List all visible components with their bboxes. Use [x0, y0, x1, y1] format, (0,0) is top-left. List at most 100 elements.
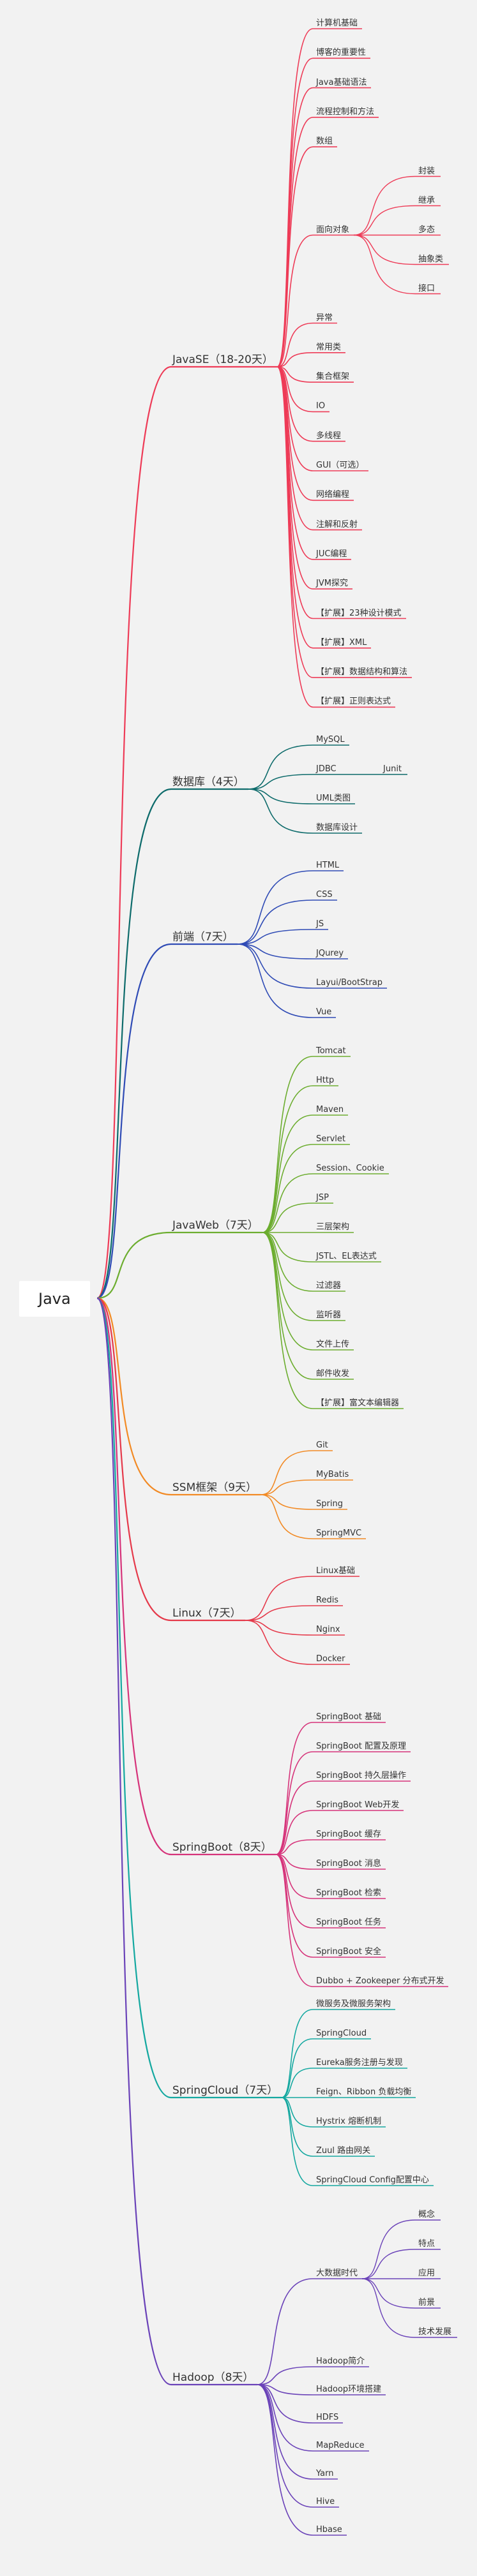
leaf-javaweb-7[interactable]: JSTL、EL表达式 [316, 1252, 377, 1261]
leaf-springboot-6[interactable]: SpringBoot 检索 [316, 1888, 382, 1898]
leaf-javase-9[interactable]: IO [316, 401, 326, 411]
branch-javase[interactable]: JavaSE（18-20天） [172, 353, 273, 366]
leaf-frontend-4[interactable]: Layui/BootStrap [316, 978, 382, 988]
leaf-ssm-0[interactable]: Git [316, 1440, 328, 1450]
leaf-springboot-5[interactable]: SpringBoot 消息 [316, 1859, 382, 1869]
leaf-javaweb-4[interactable]: Session、Cookie [316, 1164, 384, 1173]
leaf-springboot-3[interactable]: SpringBoot Web开发 [316, 1800, 400, 1810]
branch-linux[interactable]: Linux（7天） [172, 1607, 241, 1620]
branch-hadoop[interactable]: Hadoop（8天） [172, 2371, 254, 2384]
leaf-javaweb-1[interactable]: Http [316, 1076, 335, 1085]
leaf-javase-18[interactable]: 【扩展】数据结构和算法 [316, 667, 408, 677]
subleaf-hadoop-0-4[interactable]: 技术发展 [418, 2327, 452, 2337]
leaf-database-3[interactable]: 数据库设计 [316, 823, 358, 833]
leaf-javase-17[interactable]: 【扩展】XML [316, 637, 367, 648]
leaf-javaweb-8[interactable]: 过滤器 [316, 1281, 342, 1291]
leaf-javase-4[interactable]: 数组 [316, 137, 333, 147]
branch-frontend[interactable]: 前端（7天） [172, 931, 234, 944]
subleaf-javase-5-3[interactable]: 抽象类 [418, 254, 444, 264]
leaf-linux-3[interactable]: Docker [316, 1654, 345, 1664]
subleaf-javase-5-4[interactable]: 接口 [418, 283, 435, 293]
leaf-springcloud-6[interactable]: SpringCloud Config配置中心 [316, 2175, 429, 2185]
leaf-ssm-2[interactable]: Spring [316, 1499, 343, 1509]
leaf-javase-3[interactable]: 流程控制和方法 [316, 107, 375, 117]
leaf-frontend-1[interactable]: CSS [316, 890, 333, 899]
leaf-javase-7[interactable]: 常用类 [316, 342, 342, 352]
leaf-linux-0[interactable]: Linux基础 [316, 1566, 356, 1576]
subleaf-hadoop-0-0[interactable]: 概念 [418, 2210, 435, 2219]
subleaf-hadoop-0-2[interactable]: 应用 [418, 2269, 435, 2278]
leaf-frontend-0[interactable]: HTML [316, 861, 340, 870]
branch-database[interactable]: 数据库（4天） [172, 776, 245, 788]
leaf-javaweb-9[interactable]: 监听器 [316, 1310, 342, 1320]
leaf-javase-16[interactable]: 【扩展】23种设计模式 [316, 608, 402, 618]
leaf-database-1[interactable]: JDBC [316, 764, 337, 774]
leaf-database-2[interactable]: UML类图 [316, 794, 351, 803]
leaf-springboot-2[interactable]: SpringBoot 持久层操作 [316, 1771, 407, 1780]
leaf-hadoop-1[interactable]: Hadoop简介 [316, 2357, 365, 2366]
leaf-hadoop-2[interactable]: Hadoop环境搭建 [316, 2385, 382, 2394]
leaf-javase-5[interactable]: 面向对象 [316, 225, 350, 235]
subleaf-javase-5-0[interactable]: 封装 [418, 166, 435, 176]
root-node[interactable]: Java [19, 1281, 90, 1317]
leaf-javaweb-10[interactable]: 文件上传 [316, 1340, 350, 1349]
leaf-springcloud-2[interactable]: Eureka服务注册与发现 [316, 2058, 403, 2068]
leaf-hadoop-3[interactable]: HDFS [316, 2413, 339, 2422]
leaf-linux-2[interactable]: Nginx [316, 1625, 340, 1634]
subleaf-database-1-0[interactable]: Junit [383, 764, 402, 774]
leaf-springboot-9[interactable]: Dubbo + Zookeeper 分布式开发 [316, 1976, 444, 1986]
edge-javase-17 [276, 366, 314, 649]
leaf-springboot-7[interactable]: SpringBoot 任务 [316, 1918, 382, 1927]
leaf-javase-0[interactable]: 计算机基础 [316, 19, 358, 28]
leaf-hadoop-6[interactable]: Hive [316, 2497, 335, 2506]
leaf-frontend-2[interactable]: JS [316, 919, 324, 929]
leaf-linux-1[interactable]: Redis [316, 1595, 339, 1605]
leaf-javase-11[interactable]: GUI（可选） [316, 461, 365, 470]
leaf-javase-8[interactable]: 集合框架 [316, 372, 350, 382]
leaf-javase-15[interactable]: JVM探究 [316, 579, 348, 589]
leaf-javase-6[interactable]: 异常 [316, 313, 333, 323]
subleaf-javase-5-1[interactable]: 继承 [418, 195, 435, 205]
leaf-springcloud-3[interactable]: Feign、Ribbon 负载均衡 [316, 2087, 412, 2097]
leaf-frontend-5[interactable]: Vue [316, 1007, 332, 1017]
leaf-javaweb-6[interactable]: 三层架构 [316, 1222, 350, 1232]
leaf-javase-13[interactable]: 注解和反射 [316, 519, 358, 529]
subleaf-hadoop-0-1[interactable]: 特点 [418, 2239, 435, 2249]
leaf-springboot-8[interactable]: SpringBoot 安全 [316, 1947, 382, 1957]
leaf-javase-2[interactable]: Java基础语法 [316, 77, 367, 87]
leaf-springcloud-5[interactable]: Zuul 路由网关 [316, 2146, 371, 2156]
branch-springcloud[interactable]: SpringCloud（7天） [172, 2084, 278, 2097]
leaf-springcloud-1[interactable]: SpringCloud [316, 2029, 367, 2038]
leaf-javaweb-11[interactable]: 邮件收发 [316, 1369, 350, 1379]
leaf-springcloud-4[interactable]: Hystrix 熔断机制 [316, 2117, 382, 2126]
leaf-javase-12[interactable]: 网络编程 [316, 490, 350, 500]
branch-ssm[interactable]: SSM框架（9天） [172, 1481, 257, 1494]
leaf-javase-10[interactable]: 多线程 [316, 431, 342, 441]
leaf-springcloud-0[interactable]: 微服务及微服务架构 [316, 1999, 391, 2009]
subleaf-javase-5-2[interactable]: 多态 [418, 225, 435, 235]
leaf-javaweb-2[interactable]: Maven [316, 1105, 344, 1114]
leaf-frontend-3[interactable]: JQurey [316, 949, 344, 958]
leaf-javaweb-0[interactable]: Tomcat [316, 1046, 346, 1056]
edge-springboot-3 [275, 1810, 314, 1855]
leaf-hadoop-5[interactable]: Yarn [316, 2469, 334, 2478]
leaf-hadoop-7[interactable]: Hbase [316, 2525, 342, 2535]
leaf-ssm-1[interactable]: MyBatis [316, 1470, 349, 1479]
leaf-javase-19[interactable]: 【扩展】正则表达式 [316, 697, 391, 707]
leaf-javaweb-3[interactable]: Servlet [316, 1134, 345, 1144]
leaf-database-0[interactable]: MySQL [316, 735, 345, 744]
leaf-javaweb-5[interactable]: JSP [316, 1193, 329, 1203]
leaf-hadoop-0[interactable]: 大数据时代 [316, 2269, 358, 2278]
leaf-hadoop-4[interactable]: MapReduce [316, 2441, 365, 2450]
leaf-javase-14[interactable]: JUC编程 [316, 549, 347, 559]
subleaf-hadoop-0-3[interactable]: 前景 [418, 2298, 435, 2307]
leaf-javase-1[interactable]: 博客的重要性 [316, 48, 367, 58]
branch-springboot[interactable]: SpringBoot（8天） [172, 1841, 272, 1854]
leaf-ssm-3[interactable]: SpringMVC [316, 1529, 362, 1538]
leaf-springboot-4[interactable]: SpringBoot 缓存 [316, 1830, 382, 1839]
leaf-javaweb-12[interactable]: 【扩展】富文本编辑器 [316, 1398, 400, 1408]
branch-javaweb[interactable]: JavaWeb（7天） [172, 1219, 259, 1232]
leaf-springboot-1[interactable]: SpringBoot 配置及原理 [316, 1742, 407, 1751]
leaf-springboot-0[interactable]: SpringBoot 基础 [316, 1712, 382, 1722]
